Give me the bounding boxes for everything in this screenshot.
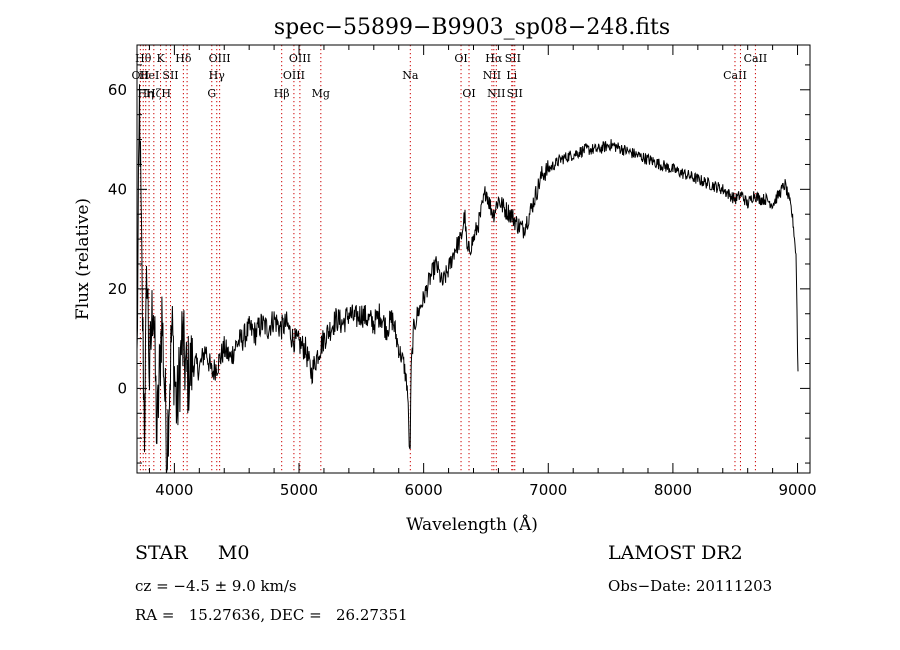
coordinates: RA = 15.27636, DEC = 26.27351 [135, 606, 408, 624]
marker-label: NII [487, 87, 505, 100]
marker-label: Hγ [209, 69, 226, 82]
marker-label: Hα [485, 52, 503, 65]
y-tick-label: 40 [108, 180, 127, 198]
marker-label: OII [132, 69, 150, 82]
marker-label: Hβ [274, 87, 290, 100]
x-tick-label: 7000 [529, 481, 567, 499]
marker-label: OIII [283, 69, 305, 82]
y-tick-label: 60 [108, 81, 127, 99]
x-tick-label: 8000 [654, 481, 692, 499]
marker-label: NII [483, 69, 501, 82]
chart-title: spec−55899−B9903_sp08−248.fits [274, 15, 670, 40]
marker-label: H [161, 87, 171, 100]
spectrum-line [136, 84, 799, 474]
marker-label: CaII [723, 69, 747, 82]
marker-label: OIII [289, 52, 311, 65]
y-tick-label: 20 [108, 280, 127, 298]
axis-ticks [137, 45, 810, 473]
marker-label: G [207, 87, 216, 100]
marker-label: Hζ [146, 87, 162, 100]
observation-date: Obs−Date: 20111203 [608, 577, 773, 595]
marker-label: SII [162, 69, 178, 82]
marker-label: Li [506, 69, 517, 82]
axis-tick-labels: 4000 5000 6000 7000 8000 9000 0 20 40 60 [108, 81, 817, 499]
survey-label: LAMOST DR2 [608, 542, 743, 564]
y-tick-label: 0 [117, 379, 127, 397]
marker-label: Mg [312, 87, 330, 100]
x-axis-label: Wavelength (Å) [406, 514, 538, 535]
marker-label: Hδ [175, 52, 192, 65]
object-class-label: STAR M0 [135, 542, 250, 564]
marker-label: OI [454, 52, 467, 65]
x-tick-label: 5000 [280, 481, 318, 499]
marker-label: K [156, 52, 165, 65]
marker-label: OI [462, 87, 475, 100]
marker-label: HeI [139, 69, 159, 82]
marker-label: OIII [209, 52, 231, 65]
marker-label: CaII [744, 52, 768, 65]
y-axis-label: Flux (relative) [73, 198, 93, 320]
marker-label: SII [507, 87, 523, 100]
x-tick-label: 6000 [405, 481, 443, 499]
marker-label: Hθ [135, 52, 152, 65]
plot-frame [136, 44, 811, 474]
redshift-velocity: cz = −4.5 ± 9.0 km/s [135, 577, 297, 595]
x-tick-label: 4000 [155, 481, 193, 499]
x-tick-label: 9000 [778, 481, 816, 499]
marker-label: Na [402, 69, 419, 82]
marker-label: SII [505, 52, 521, 65]
